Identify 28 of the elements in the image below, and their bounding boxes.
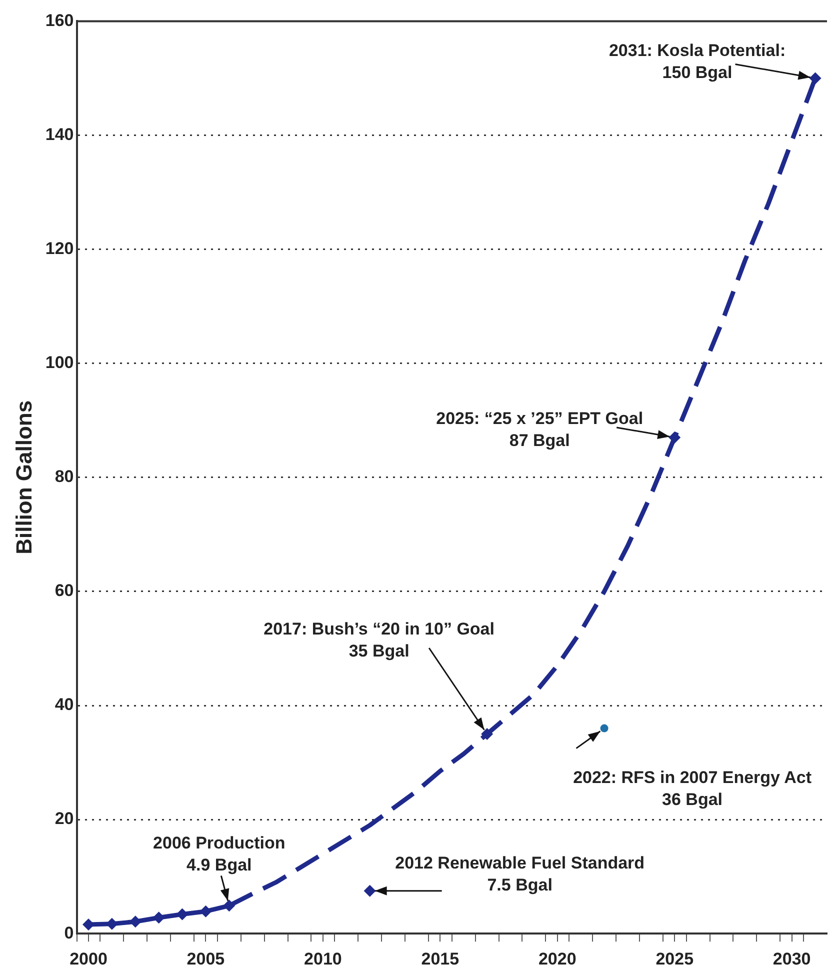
point [223, 900, 236, 912]
annotation: 2031: Kosla Potential: 150 Bgal [608, 40, 786, 82]
y-tick-label: 100 [45, 353, 74, 372]
y-tick-label: 140 [45, 124, 74, 144]
y-tick-label: 20 [54, 809, 74, 828]
y-tick-label: 160 [45, 10, 74, 30]
x-tick-label: 2000 [70, 949, 108, 968]
point [600, 724, 608, 732]
y-tick-label: 80 [54, 467, 74, 486]
annotation: 2022: RFS in 2007 Energy Act 36 Bgal [573, 768, 812, 809]
x-tick-label: 2010 [304, 949, 342, 968]
y-axis-title: Billion Gallons [11, 400, 36, 554]
y-tick-label: 0 [64, 923, 74, 942]
x-tick-label: 2020 [538, 949, 576, 968]
point [152, 912, 165, 924]
point [200, 905, 212, 918]
y-tick-label: 40 [54, 695, 74, 714]
y-tick-label: 60 [54, 581, 74, 600]
point [364, 884, 376, 897]
x-tick-label: 2030 [772, 949, 811, 968]
annotation: 2012 Renewable Fuel Standard 7.5 Bgal [395, 854, 645, 895]
x-tick-label: 2015 [421, 949, 460, 968]
annotation: 2006 Production 4.9 Bgal [153, 833, 286, 874]
y-tick-label: 120 [45, 238, 74, 258]
x-tick-label: 2005 [186, 949, 225, 968]
annotation: 2025: “25 x ’25” EPT Goal 87 Bgal [436, 409, 644, 450]
annotation: 2017: Bush’s “20 in 10” Goal 35 Bgal [264, 620, 494, 661]
x-tick-label: 2025 [656, 949, 694, 968]
